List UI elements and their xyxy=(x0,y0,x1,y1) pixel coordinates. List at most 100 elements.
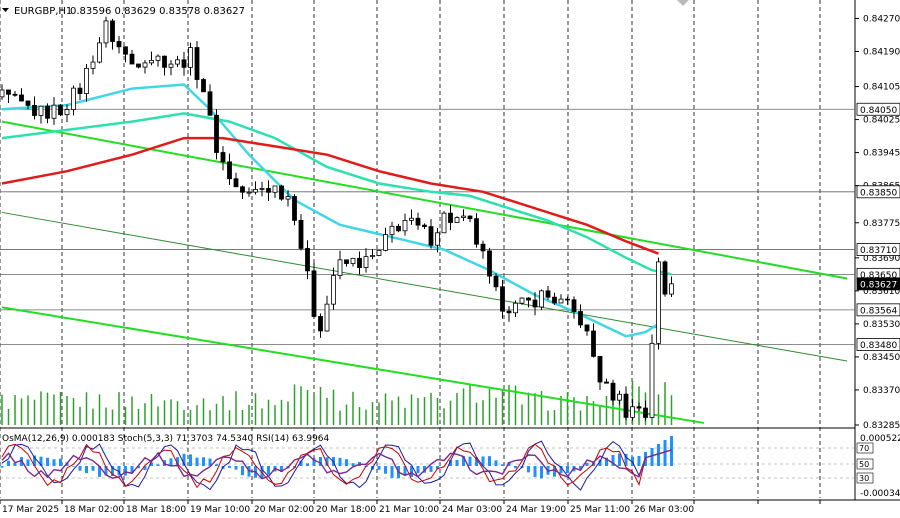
candle xyxy=(285,190,291,207)
candle xyxy=(207,84,213,116)
channel-lower-line xyxy=(1,306,705,424)
candle-body xyxy=(662,261,668,295)
candle-body xyxy=(578,311,583,326)
candle-body xyxy=(155,55,161,61)
candle-body xyxy=(487,250,492,277)
candle xyxy=(162,55,167,76)
time-label: 18 Mar 02:00 xyxy=(64,505,124,514)
time-label: 25 Mar 11:00 xyxy=(570,505,630,514)
candle-body xyxy=(324,303,330,332)
candle-body xyxy=(214,114,219,153)
candle xyxy=(259,181,265,197)
level-label: 0.83650 xyxy=(860,271,897,281)
candle-body xyxy=(656,261,661,344)
candle xyxy=(149,51,154,66)
candle xyxy=(266,180,271,202)
candle-body xyxy=(500,286,505,312)
candle-body xyxy=(272,185,278,193)
candle-body xyxy=(461,215,466,218)
time-label: 24 Mar 19:00 xyxy=(506,505,566,514)
candle-body xyxy=(201,79,206,93)
price-tick-label: 0.84105 xyxy=(863,83,900,93)
candle xyxy=(58,103,63,117)
candle-body xyxy=(227,161,232,180)
candle-body xyxy=(181,59,187,68)
candle-body xyxy=(64,109,70,116)
price-tick-label: 0.84190 xyxy=(863,47,900,57)
candle xyxy=(32,96,37,120)
time-label: 20 Mar 18:00 xyxy=(316,505,376,514)
candle-body xyxy=(493,275,499,288)
time-label: 17 Mar 2025 xyxy=(2,505,59,514)
candle-body xyxy=(77,87,83,94)
candle-body xyxy=(552,296,557,304)
candle xyxy=(38,105,44,124)
candle xyxy=(12,91,18,97)
candle-body xyxy=(545,290,551,298)
candle-body xyxy=(123,46,128,55)
osc-level-box xyxy=(856,458,874,470)
candle xyxy=(246,187,252,197)
candle xyxy=(129,49,135,65)
candle xyxy=(214,109,219,160)
candle-body xyxy=(591,330,596,357)
candle xyxy=(500,279,505,319)
candle xyxy=(123,46,128,63)
candle-body xyxy=(162,55,167,68)
candlestick-series xyxy=(0,16,674,421)
price-tick-label: 0.83370 xyxy=(863,386,900,396)
time-label: 26 Mar 03:00 xyxy=(634,505,694,514)
candle xyxy=(649,334,655,418)
candle xyxy=(441,211,447,234)
candle-body xyxy=(428,226,434,246)
candle xyxy=(168,60,174,76)
candle xyxy=(396,223,401,233)
scroll-marker-icon[interactable] xyxy=(677,0,689,6)
osc-level-label: 50 xyxy=(859,460,869,469)
candle xyxy=(506,306,512,322)
candle xyxy=(318,313,323,338)
candle xyxy=(415,212,421,230)
candle xyxy=(363,248,369,273)
candle-body xyxy=(97,42,102,63)
candle-body xyxy=(19,94,24,102)
candle-body xyxy=(259,188,265,190)
candle-body xyxy=(357,257,362,268)
candle-body xyxy=(38,105,44,116)
osc-level-box xyxy=(856,442,874,454)
candle-body xyxy=(103,20,109,44)
candle-body xyxy=(168,63,174,68)
candle-body xyxy=(51,104,57,119)
candle xyxy=(337,250,343,280)
candle xyxy=(227,153,232,186)
ma-line-2 xyxy=(1,112,672,276)
candle xyxy=(116,36,122,54)
candle xyxy=(532,292,538,316)
candle xyxy=(45,103,50,124)
candle-body xyxy=(32,105,37,116)
candle xyxy=(656,257,661,350)
candle-body xyxy=(207,91,213,116)
level-label-box xyxy=(856,277,900,291)
price-tick-label: 0.83530 xyxy=(863,320,900,330)
candle-body xyxy=(376,249,382,256)
candle-body xyxy=(649,342,655,418)
price-tick-label: 0.83945 xyxy=(863,149,900,159)
level-label: 0.83627 xyxy=(860,280,897,290)
chart-menu-arrow-icon[interactable] xyxy=(2,8,9,12)
candle xyxy=(77,83,83,100)
osc-level-label: 30 xyxy=(859,474,869,483)
candle xyxy=(604,378,609,384)
candle-body xyxy=(6,89,11,95)
candle-body xyxy=(149,60,154,64)
candle-body xyxy=(129,53,135,65)
candle xyxy=(233,172,239,188)
candle-body xyxy=(116,41,122,48)
candle-body xyxy=(415,217,421,226)
time-axis: 17 Mar 2025 18 Mar 02:00 18 Mar 18:00 19 Ma… xyxy=(0,500,821,515)
candle xyxy=(272,185,278,198)
candle xyxy=(597,355,603,391)
candle-body xyxy=(175,59,180,65)
candle-body xyxy=(636,406,642,409)
